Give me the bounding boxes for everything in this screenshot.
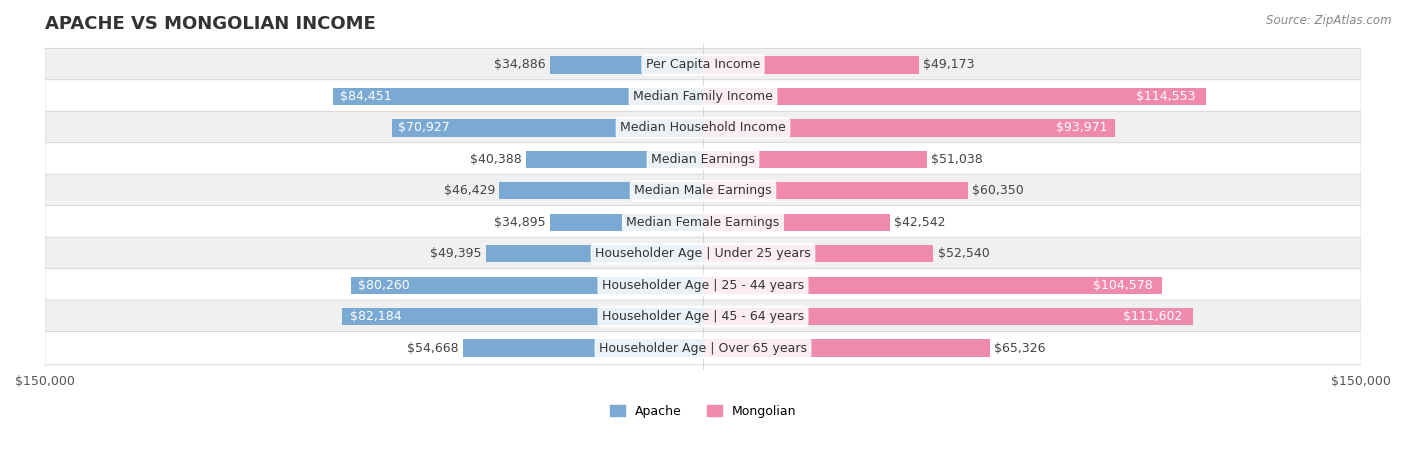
Text: $52,540: $52,540 bbox=[938, 247, 990, 260]
Text: $114,553: $114,553 bbox=[1136, 90, 1195, 103]
Text: Median Female Earnings: Median Female Earnings bbox=[627, 216, 779, 229]
Text: Median Family Income: Median Family Income bbox=[633, 90, 773, 103]
Text: APACHE VS MONGOLIAN INCOME: APACHE VS MONGOLIAN INCOME bbox=[45, 15, 375, 33]
Text: Householder Age | 25 - 44 years: Householder Age | 25 - 44 years bbox=[602, 279, 804, 292]
Text: $84,451: $84,451 bbox=[340, 90, 391, 103]
Bar bbox=[550, 56, 703, 74]
Text: $104,578: $104,578 bbox=[1092, 279, 1153, 292]
Text: Median Household Income: Median Household Income bbox=[620, 121, 786, 134]
FancyBboxPatch shape bbox=[45, 143, 1361, 176]
Text: $111,602: $111,602 bbox=[1123, 310, 1182, 323]
FancyBboxPatch shape bbox=[45, 174, 1361, 207]
Text: $34,886: $34,886 bbox=[494, 58, 546, 71]
Text: $82,184: $82,184 bbox=[350, 310, 401, 323]
Bar bbox=[343, 308, 703, 325]
Text: $51,038: $51,038 bbox=[931, 153, 983, 166]
Text: $40,388: $40,388 bbox=[470, 153, 522, 166]
FancyBboxPatch shape bbox=[45, 237, 1361, 270]
Text: $93,971: $93,971 bbox=[1056, 121, 1107, 134]
Bar bbox=[703, 119, 1115, 136]
Text: $80,260: $80,260 bbox=[359, 279, 409, 292]
Text: Source: ZipAtlas.com: Source: ZipAtlas.com bbox=[1267, 14, 1392, 27]
Text: $49,173: $49,173 bbox=[924, 58, 974, 71]
Bar bbox=[550, 213, 703, 231]
Bar bbox=[392, 119, 703, 136]
FancyBboxPatch shape bbox=[45, 205, 1361, 239]
Bar bbox=[332, 88, 703, 105]
Text: $65,326: $65,326 bbox=[994, 342, 1046, 354]
FancyBboxPatch shape bbox=[45, 300, 1361, 333]
Bar bbox=[703, 308, 1192, 325]
FancyBboxPatch shape bbox=[45, 332, 1361, 365]
Text: $49,395: $49,395 bbox=[430, 247, 482, 260]
Text: Per Capita Income: Per Capita Income bbox=[645, 58, 761, 71]
Text: $60,350: $60,350 bbox=[972, 184, 1024, 197]
Text: $54,668: $54,668 bbox=[408, 342, 458, 354]
Bar bbox=[703, 340, 990, 357]
Text: $34,895: $34,895 bbox=[494, 216, 546, 229]
Bar bbox=[486, 245, 703, 262]
FancyBboxPatch shape bbox=[45, 111, 1361, 144]
Bar bbox=[499, 182, 703, 199]
Bar bbox=[703, 88, 1205, 105]
Text: Householder Age | Under 25 years: Householder Age | Under 25 years bbox=[595, 247, 811, 260]
Bar bbox=[703, 276, 1161, 294]
FancyBboxPatch shape bbox=[45, 80, 1361, 113]
Bar bbox=[703, 182, 967, 199]
Bar bbox=[703, 245, 934, 262]
Text: $42,542: $42,542 bbox=[894, 216, 945, 229]
Bar bbox=[703, 151, 927, 168]
Legend: Apache, Mongolian: Apache, Mongolian bbox=[605, 400, 801, 423]
Bar bbox=[703, 213, 890, 231]
FancyBboxPatch shape bbox=[45, 48, 1361, 82]
Bar bbox=[352, 276, 703, 294]
Bar bbox=[703, 56, 918, 74]
Text: Householder Age | 45 - 64 years: Householder Age | 45 - 64 years bbox=[602, 310, 804, 323]
Text: $70,927: $70,927 bbox=[398, 121, 450, 134]
Text: Median Earnings: Median Earnings bbox=[651, 153, 755, 166]
Bar bbox=[526, 151, 703, 168]
FancyBboxPatch shape bbox=[45, 269, 1361, 302]
Bar bbox=[463, 340, 703, 357]
Text: Median Male Earnings: Median Male Earnings bbox=[634, 184, 772, 197]
Text: $46,429: $46,429 bbox=[443, 184, 495, 197]
Text: Householder Age | Over 65 years: Householder Age | Over 65 years bbox=[599, 342, 807, 354]
